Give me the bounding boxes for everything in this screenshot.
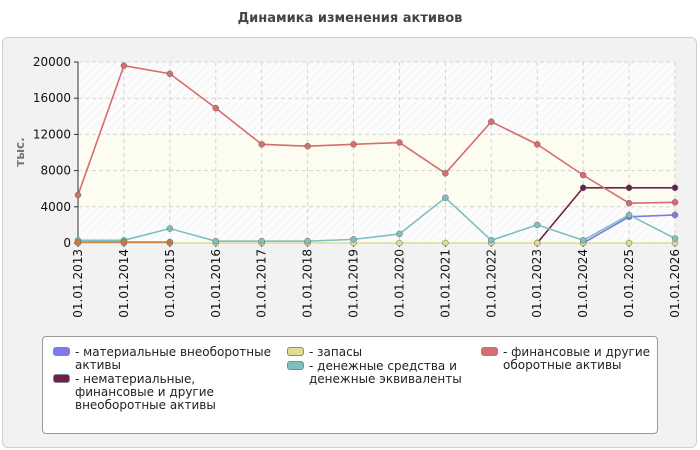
series-point-4 [212, 104, 220, 112]
series-point-3 [671, 235, 679, 242]
series-point-3 [304, 237, 311, 245]
legend-label-line: оборотные активы [503, 358, 622, 372]
legend-label-line: финансовые и другие [75, 385, 214, 399]
series-point-1 [625, 184, 633, 192]
y-tick-label: 16000 [33, 91, 71, 105]
legend-label-line: - материальные внеоборотные [75, 345, 271, 359]
y-axis-label: тыс. [13, 137, 27, 166]
legend-label: - запасы [309, 346, 362, 359]
y-tick-label: 20000 [33, 55, 71, 69]
x-tick-label: 01.01.2024 [576, 249, 590, 318]
legend-label: - материальные внеоборотные активы [75, 346, 271, 372]
series-point-4 [258, 141, 265, 148]
series-point-2 [625, 239, 633, 247]
legend-label-line: - денежные средства и [309, 359, 457, 373]
legend-label-line: - нематериальные, [75, 372, 196, 386]
series-point-3 [258, 237, 265, 245]
series-point-3 [396, 230, 403, 238]
series-point-3 [212, 237, 220, 245]
x-tick-label: 01.01.2020 [392, 249, 406, 318]
x-tick-label: 01.01.2023 [530, 249, 544, 318]
series-point-3 [488, 237, 495, 244]
series-point-1 [579, 184, 587, 192]
x-tick-label: 01.01.2025 [622, 249, 636, 318]
legend-swatch [481, 347, 498, 356]
y-tick-label: 0 [63, 236, 71, 250]
x-tick-label: 01.01.2019 [347, 249, 361, 318]
x-tick-label: 01.01.2022 [484, 249, 498, 318]
series-point-5 [166, 238, 174, 246]
chart-title: Динамика изменения активов [237, 11, 463, 26]
series-point-4 [625, 199, 633, 207]
series-point-1 [671, 184, 679, 192]
series-line-1 [536, 186, 675, 244]
series-point-3 [625, 211, 633, 219]
series-point-3 [533, 221, 541, 229]
series-point-3 [579, 237, 587, 244]
y-tick-label: 8000 [40, 164, 71, 178]
series-point-4 [166, 70, 174, 78]
series-point-2 [396, 239, 403, 247]
x-tick-label: 01.01.2018 [301, 249, 315, 318]
series-point-4 [74, 191, 82, 199]
series-point-2 [533, 239, 541, 247]
x-tick-label: 01.01.2026 [668, 249, 682, 318]
x-tick-label: 01.01.2017 [255, 249, 269, 318]
x-tick-label: 01.01.2021 [438, 249, 452, 318]
x-tick-label: 01.01.2015 [163, 249, 177, 318]
series-point-4 [442, 170, 449, 177]
series-line-3 [78, 196, 676, 242]
series-point-3 [442, 194, 449, 201]
legend-label-line: - запасы [309, 345, 363, 359]
series-point-4 [350, 141, 357, 148]
chart-legend: - материальные внеоборотные активы - немат… [42, 336, 658, 434]
legend-swatch [53, 347, 70, 356]
legend-label-line: активы [75, 358, 121, 372]
series-point-4 [579, 171, 587, 179]
legend-label-line: внеоборотные активы [75, 398, 216, 412]
legend-label: - финансовые и другие оборотные активы [503, 346, 650, 372]
series-point-3 [350, 236, 357, 243]
series-line-4 [77, 64, 676, 204]
series-point-4 [533, 141, 541, 148]
series-point-2 [442, 239, 449, 247]
series-point-5 [120, 238, 128, 246]
series-point-4 [488, 118, 495, 125]
y-tick-label: 12000 [33, 127, 71, 141]
legend-swatch [53, 374, 70, 383]
x-tick-label: 01.01.2013 [71, 249, 85, 318]
series-point-4 [304, 142, 311, 150]
series-point-4 [396, 139, 403, 146]
legend-label: - денежные средства и денежные эквивалент… [309, 360, 462, 386]
x-tick-label: 01.01.2014 [117, 249, 131, 318]
legend-swatch [287, 361, 304, 370]
series-point-4 [120, 62, 128, 69]
series-point-0 [671, 211, 679, 219]
legend-label: - нематериальные, финансовые и другие внео… [75, 373, 216, 412]
legend-swatch [287, 347, 304, 356]
series-point-3 [166, 225, 174, 232]
y-tick-label: 4000 [40, 200, 71, 214]
legend-label-line: денежные эквиваленты [309, 372, 462, 386]
series-point-4 [671, 199, 679, 206]
x-tick-label: 01.01.2016 [209, 249, 223, 318]
legend-label-line: - финансовые и другие [503, 345, 651, 359]
series-point-5 [74, 238, 82, 246]
